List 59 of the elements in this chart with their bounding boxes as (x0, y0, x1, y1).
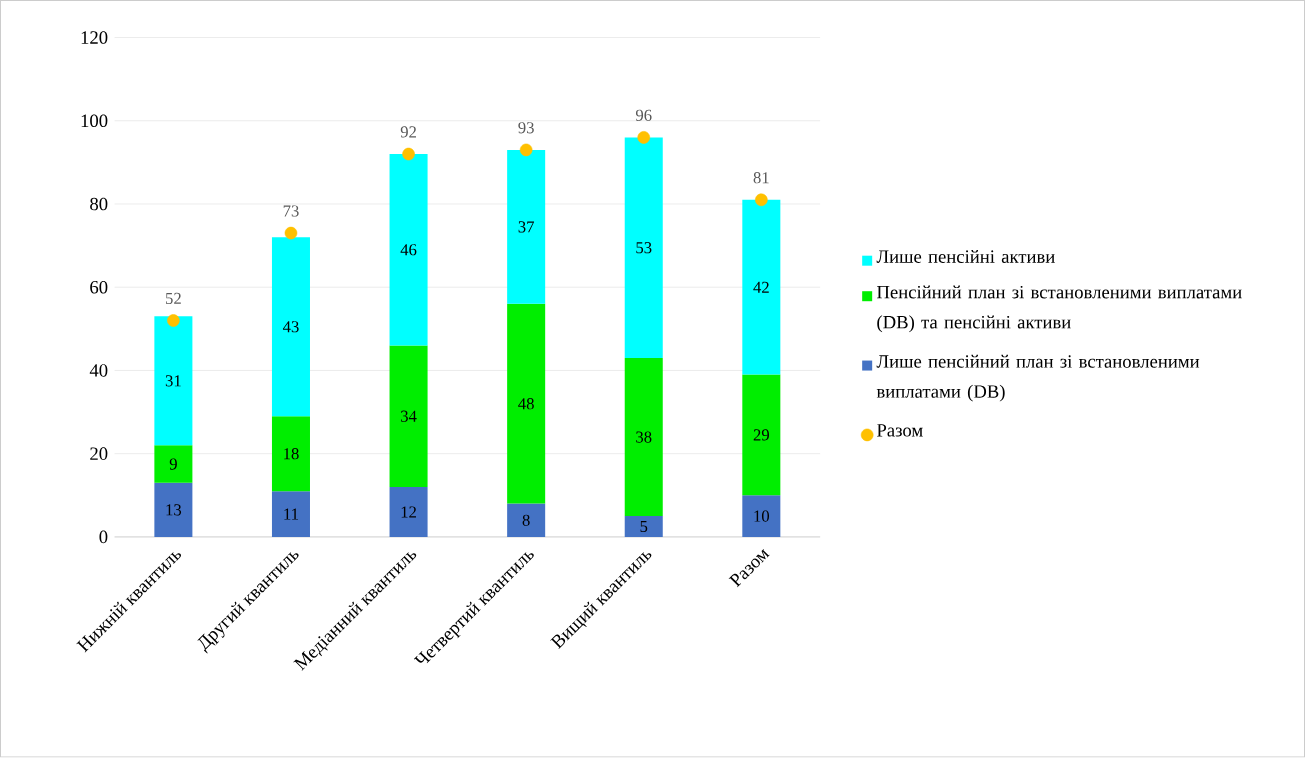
y-tick-label: 0 (99, 530, 108, 544)
bar (389, 487, 428, 538)
data-label: 38 (636, 431, 652, 443)
point (519, 143, 533, 157)
bar (624, 137, 663, 359)
legend-label: Лише пенсійний план зі встановленими виплатами (DB) (876, 355, 1200, 402)
point (755, 193, 768, 207)
data-label: 11 (284, 508, 299, 520)
point (402, 147, 415, 161)
data-label: 48 (518, 398, 534, 410)
bar (742, 495, 781, 538)
data-label: 10 (754, 510, 770, 522)
legend-label: Пенсійний план зі встановленими виплатами (DB) та пенсійні активи (876, 285, 1242, 333)
bar (154, 483, 193, 538)
data-label: 46 (400, 244, 417, 256)
bar (271, 416, 310, 492)
bar (154, 445, 193, 484)
data-label: 81 (753, 172, 769, 184)
bar (507, 150, 546, 305)
data-label: 37 (518, 221, 535, 233)
y-tick-label: 120 (81, 31, 108, 45)
point (637, 131, 651, 144)
legend-label: Разом (876, 424, 923, 437)
data-label: 29 (753, 429, 769, 441)
bar (507, 503, 546, 538)
data-label: 93 (518, 122, 534, 134)
bar (389, 345, 428, 488)
data-label: 18 (284, 448, 299, 460)
bar (271, 237, 310, 417)
y-tick-label: 60 (90, 281, 108, 294)
data-label: 34 (401, 410, 417, 423)
y-tick-label: 20 (90, 447, 108, 461)
data-label: 92 (400, 126, 416, 138)
data-label: 96 (635, 109, 652, 122)
bar (742, 200, 781, 375)
y-tick-label: 100 (81, 114, 108, 128)
bar (389, 154, 428, 346)
data-label: 31 (165, 375, 181, 387)
data-label: 5 (640, 521, 648, 533)
data-label: 52 (166, 293, 181, 305)
legend-label: Лише пенсійні активи (876, 250, 1055, 264)
bar (624, 358, 663, 517)
y-tick-label: 40 (89, 364, 108, 377)
data-label: 43 (282, 321, 299, 333)
bar (624, 516, 663, 538)
bar (154, 316, 193, 446)
data-label: 8 (522, 514, 530, 527)
data-label: 9 (169, 458, 177, 470)
data-label: 13 (166, 504, 182, 516)
point (284, 227, 298, 240)
bar (507, 304, 546, 504)
data-label: 42 (753, 281, 769, 293)
data-label: 12 (401, 506, 416, 518)
bar (271, 491, 310, 538)
point (167, 314, 180, 327)
data-label: 53 (636, 242, 652, 254)
bar (742, 374, 781, 496)
data-label: 73 (283, 205, 299, 217)
y-tick-label: 80 (90, 197, 108, 211)
